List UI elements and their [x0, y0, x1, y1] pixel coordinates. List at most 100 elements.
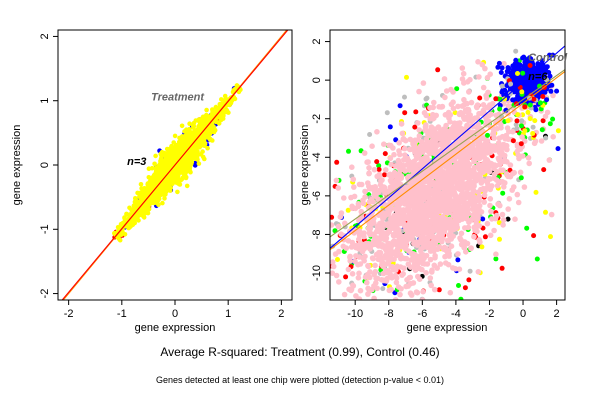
data-point: [460, 70, 467, 77]
data-point: [475, 155, 481, 162]
data-point: [457, 158, 464, 164]
data-point: [343, 274, 349, 280]
data-point: [372, 185, 379, 191]
data-point: [417, 189, 424, 195]
data-point: [522, 65, 527, 71]
data-point: [396, 160, 402, 166]
data-point: [509, 72, 515, 78]
data-point: [399, 219, 406, 225]
data-point: [196, 123, 202, 129]
data-point: [350, 176, 357, 183]
data-point: [513, 48, 519, 54]
data-point: [480, 84, 487, 91]
data-point: [414, 231, 421, 238]
data-point: [200, 149, 205, 154]
data-point: [403, 283, 409, 290]
data-point: [524, 79, 530, 85]
data-point: [484, 104, 491, 111]
data-point: [182, 129, 187, 134]
data-point: [442, 253, 448, 260]
data-point: [442, 94, 448, 101]
data-point: [365, 159, 372, 165]
data-point: [219, 97, 224, 102]
data-point: [419, 260, 426, 267]
data-point: [550, 92, 556, 99]
data-point: [505, 65, 511, 71]
treatment-x-axis: -2 -1 0 1 2: [64, 300, 284, 320]
data-point: [355, 275, 362, 281]
data-point: [416, 161, 423, 167]
data-point: [434, 142, 441, 149]
data-point: [526, 67, 532, 73]
data-point: [499, 149, 505, 156]
data-point: [372, 268, 379, 275]
data-point: [118, 232, 124, 237]
data-point: [427, 275, 434, 281]
data-point: [416, 181, 423, 188]
data-point: [393, 267, 399, 273]
data-point: [391, 169, 398, 176]
data-point: [197, 139, 202, 145]
data-point: [167, 188, 173, 193]
data-point: [493, 96, 499, 102]
data-point: [473, 103, 480, 110]
data-point: [371, 166, 378, 173]
data-point: [466, 277, 472, 283]
data-point: [347, 254, 353, 261]
data-point: [431, 99, 437, 106]
data-point: [424, 142, 430, 149]
data-point: [527, 63, 533, 68]
data-point: [343, 245, 350, 251]
data-point: [465, 109, 471, 115]
data-point: [511, 184, 517, 190]
data-point: [348, 286, 355, 293]
data-point: [468, 134, 474, 141]
data-point: [506, 196, 513, 202]
data-point: [204, 107, 209, 113]
data-point: [432, 253, 438, 259]
data-point: [518, 175, 524, 181]
data-point: [423, 208, 430, 215]
data-point: [428, 247, 435, 254]
x-tick-label: -2: [64, 308, 74, 320]
data-point: [423, 96, 429, 102]
data-point: [531, 140, 538, 147]
data-point: [495, 64, 501, 70]
data-point: [351, 184, 357, 190]
data-point: [150, 174, 156, 180]
data-point: [499, 65, 505, 71]
data-point: [475, 121, 482, 127]
data-point: [356, 181, 363, 188]
data-point: [396, 234, 402, 240]
data-point: [140, 194, 146, 200]
data-point: [514, 191, 521, 198]
data-point: [356, 297, 362, 300]
data-point: [527, 116, 533, 122]
data-point: [401, 145, 408, 152]
data-point: [427, 256, 434, 263]
data-point: [384, 110, 390, 116]
data-point: [335, 257, 340, 262]
data-point: [375, 243, 382, 249]
data-point: [373, 228, 380, 235]
data-point: [201, 139, 207, 145]
data-point: [451, 185, 458, 191]
data-point: [539, 127, 545, 133]
data-point: [419, 266, 425, 273]
data-point: [187, 121, 192, 126]
data-point: [398, 121, 405, 127]
data-point: [439, 103, 446, 110]
y-tick-label: 2: [39, 33, 51, 39]
data-point: [487, 71, 494, 77]
data-point: [435, 172, 441, 178]
data-point: [522, 128, 528, 134]
data-point: [519, 89, 525, 95]
data-point: [357, 287, 364, 294]
data-point: [431, 204, 438, 211]
data-point: [375, 196, 381, 202]
data-point: [501, 60, 507, 67]
data-point: [519, 134, 525, 140]
data-point: [513, 57, 519, 63]
